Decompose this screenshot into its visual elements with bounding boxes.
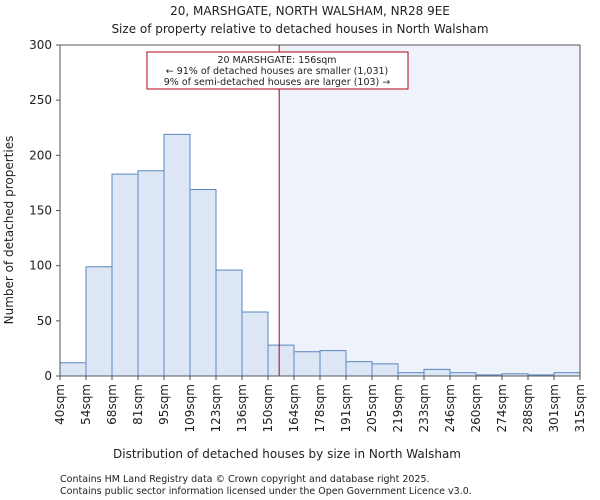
bar [267, 344, 295, 377]
x-tick-label: 178sqm [313, 384, 327, 432]
bar [59, 362, 87, 377]
x-tick-label: 288sqm [521, 384, 535, 432]
y-axis-label: Number of detached properties [2, 136, 16, 325]
annotation-line-2: ← 91% of detached houses are smaller (1,… [166, 66, 389, 77]
x-tick-label: 315sqm [573, 384, 587, 432]
x-tick-label: 233sqm [417, 384, 431, 432]
y-tick-label: 0 [44, 369, 52, 383]
chart-title: 20, MARSHGATE, NORTH WALSHAM, NR28 9EE [170, 4, 450, 18]
y-tick-label: 250 [29, 93, 52, 107]
x-tick-label: 109sqm [183, 384, 197, 432]
y-tick-label: 50 [37, 314, 52, 328]
bar [137, 170, 165, 377]
chart-subtitle: Size of property relative to detached ho… [111, 22, 488, 36]
x-tick-label: 301sqm [547, 384, 561, 432]
y-tick-label: 200 [29, 148, 52, 162]
x-tick-label: 40sqm [53, 384, 67, 425]
bar [423, 368, 451, 377]
annotation-line-3: 9% of semi-detached houses are larger (1… [164, 77, 391, 88]
x-tick-label: 123sqm [209, 384, 223, 432]
bar [345, 361, 373, 377]
bar [319, 350, 347, 377]
annotation-box: 20 MARSHGATE: 156sqm ← 91% of detached h… [146, 51, 409, 90]
bar [189, 189, 217, 377]
x-tick-label: 54sqm [79, 384, 93, 425]
x-tick-label: 95sqm [157, 384, 171, 425]
bars [59, 133, 581, 377]
footer-line-2: Contains public sector information licen… [60, 486, 472, 497]
x-tick-label: 191sqm [339, 384, 353, 432]
x-tick-label: 246sqm [443, 384, 457, 432]
y-tick-label: 100 [29, 259, 52, 273]
bar [85, 266, 113, 377]
x-tick-label: 81sqm [131, 384, 145, 425]
annotation-line-1: 20 MARSHGATE: 156sqm [217, 55, 336, 66]
x-tick-label: 150sqm [261, 384, 275, 432]
x-tick-label: 68sqm [105, 384, 119, 425]
bar [371, 363, 399, 377]
x-tick-label: 136sqm [235, 384, 249, 432]
bar [293, 351, 321, 377]
x-tick-label: 274sqm [495, 384, 509, 432]
highlight-region [279, 45, 580, 376]
x-axis-label: Distribution of detached houses by size … [113, 447, 461, 461]
x-tick-label: 164sqm [287, 384, 301, 432]
y-axis-ticks: 0 50 100 150 200 250 300 [29, 38, 60, 383]
bar [111, 173, 139, 377]
bar [241, 311, 269, 377]
annotation-frame [146, 51, 409, 90]
y-tick-label: 300 [29, 38, 52, 52]
x-tick-label: 219sqm [391, 384, 405, 432]
x-tick-label: 260sqm [469, 384, 483, 432]
bar [215, 269, 243, 377]
y-tick-label: 150 [29, 204, 52, 218]
x-axis-ticks: 40sqm 54sqm 68sqm 81sqm 95sqm 109sqm 123sqm 136… [53, 376, 587, 432]
bar [163, 133, 191, 377]
footer-line-1: Contains HM Land Registry data © Crown c… [60, 474, 430, 485]
x-tick-label: 205sqm [365, 384, 379, 432]
